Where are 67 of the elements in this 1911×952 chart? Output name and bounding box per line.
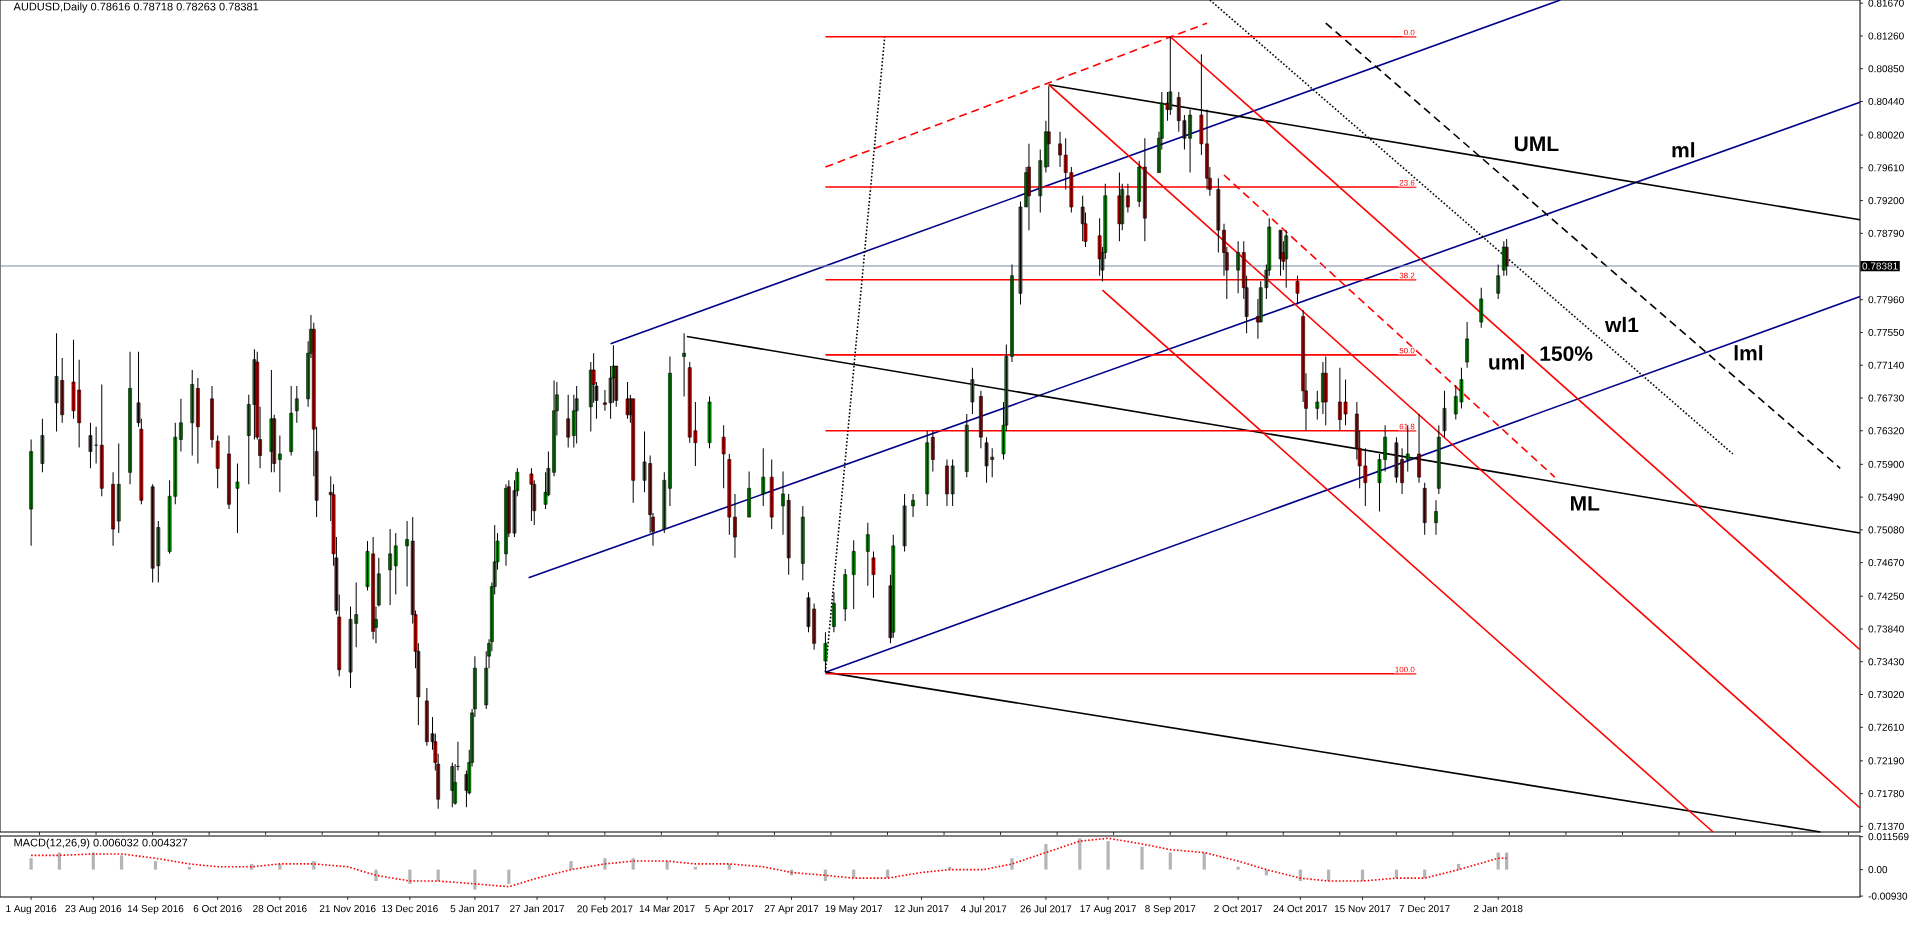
x-tick-label: 5 Apr 2017 <box>705 905 754 915</box>
x-tick-label: 7 Dec 2017 <box>1399 905 1450 913</box>
y-tick-label: 0.73020 <box>1868 690 1904 699</box>
x-tick-label: 4 Jul 2017 <box>960 905 1007 913</box>
y-tick-label: 0.72610 <box>1868 723 1904 731</box>
y-tick-label: -0.00930 <box>1868 892 1908 900</box>
x-tick-label: 26 Jul 2017 <box>1020 905 1072 913</box>
y-tick-label: 0.81670 <box>1868 0 1904 7</box>
y-tick-label: 0.77550 <box>1868 328 1904 336</box>
x-tick-label: 21 Nov 2016 <box>319 905 376 913</box>
x-tick-label: 8 Sep 2017 <box>1145 905 1196 915</box>
x-tick-label: 1 Aug 2016 <box>6 905 57 915</box>
series-label: 38.2 <box>1399 272 1415 279</box>
x-tick-label: 13 Dec 2016 <box>382 905 438 913</box>
x-tick-label: 12 Jun 2017 <box>894 905 949 913</box>
annotation: uml <box>1489 354 1524 370</box>
y-tick-label: 0.81260 <box>1868 32 1904 40</box>
y-tick-label: 0.75900 <box>1868 460 1904 468</box>
x-tick-label: 27 Apr 2017 <box>764 905 819 915</box>
x-tick-label: 17 Aug 2017 <box>1080 905 1136 915</box>
chart-title: MACD(12,26,9) 0.006032 0.004327 <box>14 838 188 849</box>
x-tick-label: 28 Oct 2016 <box>253 905 307 913</box>
y-tick-label: 0.80020 <box>1868 131 1904 139</box>
y-tick-label: 0.76320 <box>1868 427 1904 435</box>
x-tick-label: 19 May 2017 <box>825 905 883 915</box>
series-label: 100.0 <box>1395 666 1415 673</box>
y-tick-label: 0.76730 <box>1868 394 1904 402</box>
y-tick-label: 0.79610 <box>1868 164 1904 172</box>
x-tick-label: 14 Sep 2016 <box>127 905 184 915</box>
y-tick-label: 0.78790 <box>1868 229 1904 237</box>
y-tick-label: 0.74250 <box>1868 592 1904 600</box>
annotation: wl1 <box>1604 316 1639 333</box>
x-tick-label: 20 Feb 2017 <box>577 905 633 913</box>
y-tick-label: 0.74670 <box>1868 559 1904 567</box>
y-tick-label: 0.77960 <box>1868 296 1904 304</box>
y-tick-label: 0.77140 <box>1868 361 1904 369</box>
y-tick-label: 0.72190 <box>1868 757 1904 765</box>
y-tick-label: 0.73430 <box>1868 658 1904 666</box>
series-label: 50.0 <box>1399 347 1415 354</box>
annotation: lml <box>1734 345 1763 361</box>
x-tick-label: 14 Mar 2017 <box>639 905 695 913</box>
series-label: 23.6 <box>1399 179 1415 186</box>
y-tick-label: 0.00 <box>1868 866 1888 874</box>
y-tick-label: 0.011569 <box>1868 833 1909 841</box>
x-tick-label: 23 Aug 2016 <box>65 905 122 915</box>
y-tick-label: 0.71370 <box>1868 822 1904 830</box>
annotation: UML <box>1514 136 1559 152</box>
ref-line-label: 0.78381 <box>1862 262 1898 270</box>
y-tick-label: 0.80850 <box>1868 65 1904 73</box>
y-tick-label: 0.79200 <box>1868 197 1904 205</box>
y-tick-label: 0.80440 <box>1868 97 1904 106</box>
x-tick-label: 15 Nov 2017 <box>1334 905 1391 913</box>
annotation: 150% <box>1540 346 1593 362</box>
annotation: ML <box>1571 496 1600 511</box>
y-tick-label: 0.75490 <box>1868 493 1904 501</box>
x-tick-label: 2 Oct 2017 <box>1214 905 1263 913</box>
series-label: 0.0 <box>1404 29 1415 36</box>
annotation: ml <box>1672 142 1695 158</box>
chart-title: AUDUSD,Daily 0.78616 0.78718 0.78263 0.78381 <box>13 2 259 13</box>
y-tick-label: 0.75080 <box>1868 526 1904 534</box>
x-tick-label: 5 Jan 2017 <box>450 905 500 913</box>
x-tick-label: 2 Jan 2018 <box>1473 905 1523 913</box>
y-tick-label: 0.73840 <box>1868 625 1904 633</box>
x-tick-label: 24 Oct 2017 <box>1273 905 1328 913</box>
y-tick-label: 0.71780 <box>1868 790 1904 798</box>
x-tick-label: 6 Oct 2016 <box>193 905 242 913</box>
x-tick-label: 27 Jan 2017 <box>510 905 565 913</box>
